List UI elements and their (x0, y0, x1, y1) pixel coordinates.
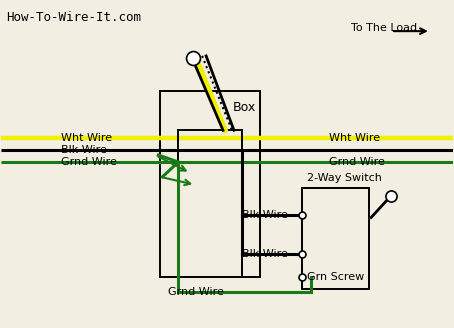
Text: Blk Wire: Blk Wire (242, 249, 288, 259)
Text: To The Load: To The Load (351, 23, 417, 33)
Text: Wht Wire: Wht Wire (61, 133, 112, 143)
Text: Grnd Wire: Grnd Wire (168, 287, 224, 297)
Text: 2-Way Switch: 2-Way Switch (306, 173, 381, 183)
Text: Blk Wire: Blk Wire (61, 145, 107, 155)
Text: Wht Wire: Wht Wire (329, 133, 380, 143)
Text: How-To-Wire-It.com: How-To-Wire-It.com (6, 11, 141, 24)
Text: Grnd Wire: Grnd Wire (329, 157, 385, 167)
Text: Box: Box (233, 101, 256, 113)
Text: Grnd Wire: Grnd Wire (61, 157, 117, 167)
Bar (301, 188, 369, 289)
Text: Grn Screw: Grn Screw (306, 272, 364, 282)
Text: Blk Wire: Blk Wire (242, 210, 288, 219)
Bar (160, 91, 260, 277)
